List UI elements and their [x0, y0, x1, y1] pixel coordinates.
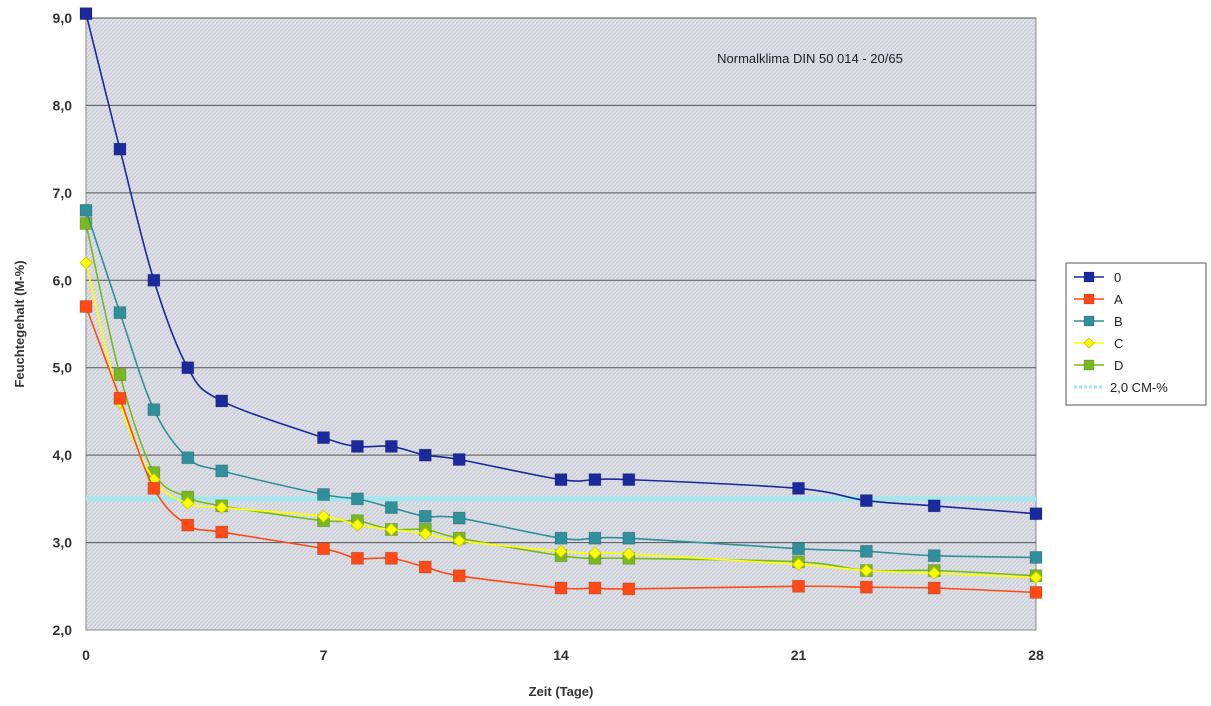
data-point-A	[385, 552, 397, 564]
y-tick-label: 4,0	[53, 447, 73, 463]
data-point-0	[318, 432, 330, 444]
data-point-B	[182, 452, 194, 464]
data-point-0	[148, 274, 160, 286]
data-point-B	[148, 404, 160, 416]
x-tick-label: 14	[553, 647, 569, 663]
data-point-B	[623, 532, 635, 544]
data-point-0	[860, 495, 872, 507]
x-axis-label: Zeit (Tage)	[529, 684, 594, 699]
data-point-0	[216, 395, 228, 407]
legend-marker	[1084, 360, 1094, 370]
data-point-A	[793, 580, 805, 592]
x-tick-label: 0	[82, 647, 90, 663]
data-point-B	[80, 204, 92, 216]
data-point-D	[114, 369, 126, 381]
legend-label: D	[1114, 358, 1123, 373]
data-point-A	[216, 526, 228, 538]
data-point-0	[351, 440, 363, 452]
y-tick-label: 8,0	[53, 97, 73, 113]
data-point-B	[216, 465, 228, 477]
data-point-0	[385, 440, 397, 452]
data-point-B	[793, 543, 805, 555]
data-point-A	[589, 582, 601, 594]
y-tick-label: 9,0	[53, 10, 73, 26]
data-point-A	[555, 582, 567, 594]
y-tick-label: 7,0	[53, 185, 73, 201]
data-point-A	[860, 581, 872, 593]
data-point-A	[318, 543, 330, 555]
data-point-B	[114, 307, 126, 319]
data-point-A	[351, 552, 363, 564]
data-point-A	[148, 482, 160, 494]
data-point-B	[453, 512, 465, 524]
data-point-B	[351, 493, 363, 505]
data-point-A	[419, 561, 431, 573]
data-point-0	[555, 474, 567, 486]
x-tick-labels: 0 7 14 21 28	[82, 647, 1044, 663]
data-point-B	[860, 545, 872, 557]
data-point-A	[114, 392, 126, 404]
x-tick-label: 28	[1028, 647, 1044, 663]
data-point-0	[114, 143, 126, 155]
legend-marker	[1084, 294, 1094, 304]
data-point-0	[1030, 508, 1042, 520]
x-tick-label: 7	[320, 647, 328, 663]
y-tick-label: 2,0	[53, 622, 73, 638]
data-point-B	[1030, 551, 1042, 563]
data-point-A	[80, 301, 92, 313]
data-point-A	[623, 583, 635, 595]
legend-label: C	[1114, 336, 1123, 351]
x-tick-label: 21	[791, 647, 807, 663]
data-point-B	[385, 502, 397, 514]
data-point-0	[589, 474, 601, 486]
data-point-A	[453, 570, 465, 582]
data-point-0	[928, 500, 940, 512]
data-point-A	[182, 519, 194, 531]
data-point-B	[318, 488, 330, 500]
legend-label: B	[1114, 314, 1123, 329]
legend-label: 2,0 CM-%	[1110, 380, 1168, 395]
data-point-B	[928, 550, 940, 562]
legend-label: A	[1114, 292, 1123, 307]
data-point-A	[928, 582, 940, 594]
chart-annotation: Normalklima DIN 50 014 - 20/65	[717, 51, 903, 66]
y-axis-label: Feuchtegehalt (M-%)	[12, 260, 27, 387]
y-tick-label: 6,0	[53, 272, 73, 288]
data-point-B	[555, 532, 567, 544]
y-tick-label: 5,0	[53, 360, 73, 376]
y-tick-labels: 2,0 3,0 4,0 5,0 6,0 7,0 8,0 9,0	[53, 10, 73, 638]
legend-label: 0	[1114, 270, 1121, 285]
legend-marker	[1084, 272, 1094, 282]
data-point-0	[453, 454, 465, 466]
data-point-B	[419, 510, 431, 522]
data-point-0	[793, 482, 805, 494]
y-tick-label: 3,0	[53, 535, 73, 551]
legend-marker	[1084, 316, 1094, 326]
data-point-B	[589, 532, 601, 544]
data-point-A	[1030, 586, 1042, 598]
data-point-0	[623, 474, 635, 486]
data-point-0	[419, 449, 431, 461]
data-point-0	[80, 8, 92, 20]
data-point-0	[182, 362, 194, 374]
